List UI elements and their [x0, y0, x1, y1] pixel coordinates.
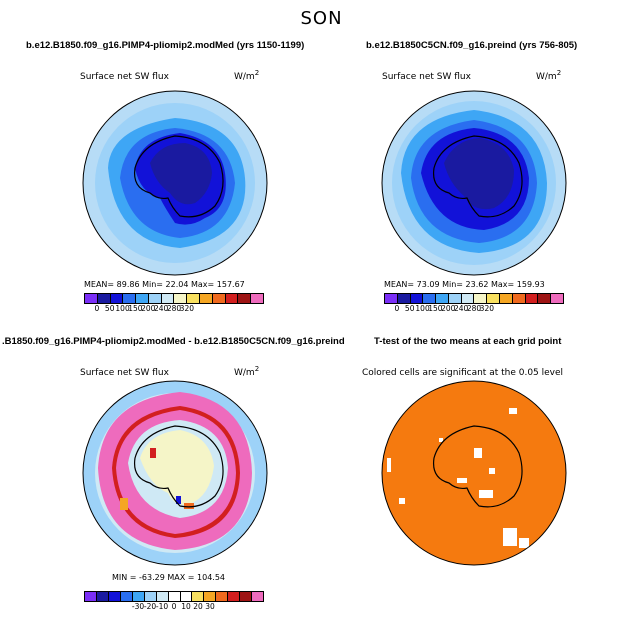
colorbar-swatch — [110, 294, 124, 303]
antarctica-coastline — [432, 425, 523, 508]
colorbar-tick-label: 0 — [171, 602, 177, 611]
colorbar-swatch — [436, 294, 449, 303]
colorbar-swatch — [108, 592, 121, 601]
colorbar-swatch — [474, 294, 488, 303]
panel-3-title: .B1850.f09_g16.PIMP4-pliomip2.modMed - b… — [2, 336, 345, 347]
colorbar-ticks: 0 50 100 150 200 240 280 320 — [384, 304, 564, 314]
colorbar-swatch — [168, 592, 181, 601]
colorbar-ticks: 0 50 100 150 200 240 280 320 — [84, 304, 264, 314]
colorbar-swatch — [96, 592, 109, 601]
panel-2-stats: MEAN= 73.09 Min= 23.62 Max= 159.93 — [384, 280, 545, 289]
colorbar-swatches — [84, 591, 264, 602]
antarctica-coastline — [133, 425, 224, 508]
colorbar-swatch — [551, 294, 563, 303]
panel-3-units: W/m2 — [234, 365, 260, 378]
colorbar-swatch — [240, 592, 253, 601]
colorbar-swatch — [397, 294, 411, 303]
panel-4-significance-map — [381, 380, 567, 566]
panel-4-title: T-test of the two means at each grid poi… — [374, 336, 562, 347]
colorbar-swatch — [410, 294, 424, 303]
colorbar-swatch — [97, 294, 111, 303]
antarctica-coastline — [133, 135, 224, 218]
colorbar-swatch — [156, 592, 169, 601]
colorbar-tick-label: 280 — [166, 304, 182, 313]
colorbar-swatch — [538, 294, 552, 303]
colorbar-swatch — [192, 592, 205, 601]
colorbar-tick-label: 10 — [181, 602, 191, 611]
panel-3-polar-map — [82, 380, 268, 566]
colorbar-swatch — [525, 294, 539, 303]
panel-2-variable-label: Surface net SW flux — [382, 72, 471, 82]
colorbar-swatch — [385, 294, 398, 303]
colorbar-swatch — [144, 592, 157, 601]
colorbar-tick-label: 100 — [115, 304, 130, 313]
panel-2-title: b.e12.B1850C5CN.f09_g16.preind (yrs 756-… — [366, 40, 578, 51]
colorbar-tick-label: 0 — [94, 304, 100, 313]
panel-2-units: W/m2 — [536, 69, 562, 82]
colorbar-swatch — [228, 592, 241, 601]
colorbar-swatch — [180, 592, 193, 601]
colorbar-tick-label: 30 — [205, 602, 215, 611]
antarctica-coastline — [432, 135, 523, 218]
figure-title: SON — [300, 8, 343, 29]
colorbar-swatch — [85, 294, 98, 303]
panel-3-stats: MIN = -63.29 MAX = 104.54 — [112, 573, 226, 582]
colorbar-tick-label: 50 — [404, 304, 415, 313]
colorbar-tick-label: 240 — [453, 304, 469, 313]
colorbar-swatch — [204, 592, 217, 601]
panel-1-stats: MEAN= 89.86 Min= 22.04 Max= 157.67 — [84, 280, 245, 289]
colorbar-swatch — [238, 294, 252, 303]
colorbar-swatch — [500, 294, 513, 303]
colorbar-tick-label: 100 — [415, 304, 430, 313]
panel-1-title: b.e12.B1850.f09_g16.PIMP4-pliomip2.modMe… — [26, 40, 305, 51]
colorbar-tick-label: 200 — [441, 304, 456, 313]
panel-3-variable-label: Surface net SW flux — [80, 368, 169, 378]
colorbar-swatch — [174, 294, 188, 303]
colorbar-swatch — [148, 294, 162, 303]
panel-2-colorbar: 0 50 100 150 200 240 280 320 — [384, 293, 564, 314]
colorbar-swatch — [85, 592, 97, 601]
colorbar-swatch — [132, 592, 145, 601]
panel-1-variable-label: Surface net SW flux — [80, 72, 169, 82]
colorbar-tick-label: 280 — [466, 304, 482, 313]
colorbar-swatch — [187, 294, 201, 303]
colorbar-swatch — [423, 294, 437, 303]
colorbar-swatch — [487, 294, 501, 303]
colorbar-tick-label: 320 — [179, 304, 195, 313]
panel-1-colorbar: 0 50 100 150 200 240 280 320 — [84, 293, 264, 314]
colorbar-swatches — [384, 293, 564, 304]
colorbar-swatch — [448, 294, 462, 303]
panel-4-subtitle: Colored cells are significant at the 0.0… — [362, 368, 564, 378]
colorbar-tick-label: -30 — [131, 602, 145, 611]
panel-1-polar-map — [82, 90, 268, 276]
colorbar-tick-label: 50 — [104, 304, 115, 313]
colorbar-tick-label: 320 — [479, 304, 495, 313]
colorbar-swatches — [84, 293, 264, 304]
panel-3-colorbar: -30 -20 -10 0 10 20 30 — [84, 591, 264, 612]
colorbar-swatch — [216, 592, 229, 601]
colorbar-swatch — [461, 294, 475, 303]
colorbar-tick-label: 200 — [141, 304, 156, 313]
colorbar-tick-label: -20 — [143, 602, 157, 611]
colorbar-tick-label: 150 — [428, 304, 443, 313]
colorbar-swatch — [225, 294, 239, 303]
colorbar-ticks: -30 -20 -10 0 10 20 30 — [84, 602, 264, 612]
colorbar-tick-label: 240 — [153, 304, 169, 313]
colorbar-swatch — [120, 592, 133, 601]
colorbar-swatch — [252, 592, 264, 601]
colorbar-tick-label: 150 — [128, 304, 143, 313]
panel-2-polar-map — [381, 90, 567, 276]
colorbar-swatch — [123, 294, 137, 303]
panel-1-units: W/m2 — [234, 69, 260, 82]
colorbar-swatch — [512, 294, 526, 303]
colorbar-swatch — [200, 294, 213, 303]
colorbar-tick-label: 20 — [193, 602, 203, 611]
colorbar-tick-label: -10 — [155, 602, 169, 611]
colorbar-swatch — [161, 294, 175, 303]
colorbar-swatch — [212, 294, 226, 303]
colorbar-swatch — [251, 294, 263, 303]
colorbar-tick-label: 0 — [394, 304, 400, 313]
colorbar-swatch — [136, 294, 149, 303]
